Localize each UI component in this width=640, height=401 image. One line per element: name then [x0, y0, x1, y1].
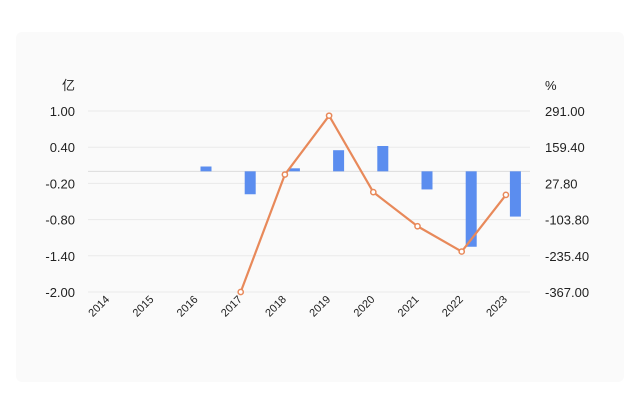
bar	[244, 171, 256, 195]
x-tick-label: 2022	[440, 294, 466, 320]
line-point	[502, 191, 510, 199]
x-tick-label: 2017	[219, 294, 245, 320]
left-axis-ticks: 1.00 0.40 -0.20 -0.80 -1.40 -2.00	[45, 104, 75, 300]
x-tick-label: 2023	[484, 294, 510, 320]
bar	[465, 171, 477, 247]
chart-card	[16, 32, 624, 382]
left-tick-label: -0.20	[45, 176, 75, 191]
right-tick-label: -103.80	[545, 213, 589, 228]
bar	[509, 171, 521, 217]
bar	[421, 171, 433, 190]
x-tick-label: 2020	[352, 294, 378, 320]
right-axis-unit: %	[545, 78, 557, 93]
line-point	[369, 188, 377, 196]
line-point	[237, 288, 245, 296]
x-tick-label: 2019	[307, 294, 333, 320]
left-tick-label: -0.80	[45, 213, 75, 228]
x-tick-label: 2015	[131, 294, 157, 320]
left-axis-unit: 亿	[62, 78, 75, 93]
right-tick-label: 291.00	[545, 104, 585, 119]
line-point	[458, 248, 466, 255]
x-tick-label: 2018	[263, 294, 289, 320]
bar	[377, 145, 389, 172]
left-tick-label: -2.00	[45, 285, 75, 300]
x-tick-label: 2016	[175, 294, 201, 320]
line-point	[325, 112, 333, 120]
line-point	[281, 171, 289, 178]
gridlines	[88, 110, 530, 293]
line-series	[237, 112, 510, 296]
x-tick-label: 2014	[86, 294, 112, 320]
bar-series	[200, 145, 521, 247]
right-tick-label: -235.40	[545, 249, 589, 264]
bar	[288, 168, 300, 172]
left-tick-label: -1.40	[45, 249, 75, 264]
left-tick-label: 0.40	[50, 140, 75, 155]
bar	[200, 166, 212, 172]
right-tick-label: -367.00	[545, 285, 589, 300]
right-tick-label: 27.80	[545, 176, 578, 191]
line-point	[414, 222, 421, 230]
right-tick-label: 159.40	[545, 140, 585, 155]
x-tick-label: 2021	[396, 294, 422, 320]
right-axis-ticks: 291.00 159.40 27.80 -103.80 -235.40 -367.00	[545, 104, 589, 300]
bar	[333, 150, 345, 172]
x-axis-ticks: 2014 2015 2016 2017 2018 2019 2020 2021 2022 2023	[86, 294, 510, 320]
left-tick-label: 1.00	[50, 104, 75, 119]
